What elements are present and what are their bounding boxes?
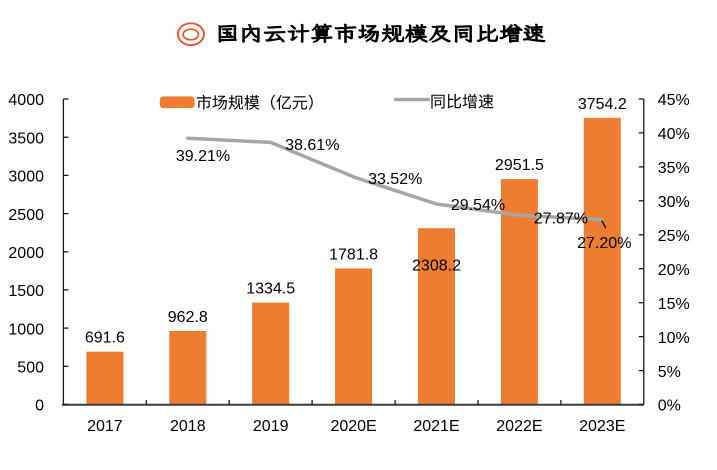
svg-text:1500: 1500 <box>8 283 44 300</box>
svg-text:29.54%: 29.54% <box>451 197 505 214</box>
svg-text:2020E: 2020E <box>330 418 376 435</box>
svg-text:15%: 15% <box>658 296 690 313</box>
svg-text:3500: 3500 <box>8 130 44 147</box>
svg-text:2308.2: 2308.2 <box>412 258 461 275</box>
svg-text:0: 0 <box>35 398 44 415</box>
svg-text:39.21%: 39.21% <box>176 148 230 165</box>
svg-text:2019: 2019 <box>253 418 289 435</box>
svg-text:2500: 2500 <box>8 207 44 224</box>
svg-text:0%: 0% <box>658 398 681 415</box>
svg-text:1334.5: 1334.5 <box>246 281 295 298</box>
svg-text:691.6: 691.6 <box>85 330 125 347</box>
svg-text:4000: 4000 <box>8 92 44 109</box>
svg-text:3754.2: 3754.2 <box>578 96 627 113</box>
svg-text:27.87%: 27.87% <box>534 211 588 228</box>
svg-text:45%: 45% <box>658 92 690 109</box>
svg-text:27.20%: 27.20% <box>577 235 631 252</box>
svg-text:35%: 35% <box>658 160 690 177</box>
svg-text:500: 500 <box>17 360 44 377</box>
svg-text:962.8: 962.8 <box>168 309 208 326</box>
svg-text:2000: 2000 <box>8 245 44 262</box>
svg-text:25%: 25% <box>658 228 690 245</box>
svg-text:20%: 20% <box>658 262 690 279</box>
svg-text:38.61%: 38.61% <box>285 137 339 154</box>
svg-text:1000: 1000 <box>8 321 44 338</box>
svg-text:2021E: 2021E <box>413 418 459 435</box>
svg-text:2018: 2018 <box>170 418 206 435</box>
svg-text:2951.5: 2951.5 <box>495 157 544 174</box>
svg-text:2023E: 2023E <box>579 418 625 435</box>
svg-text:1781.8: 1781.8 <box>329 246 378 263</box>
svg-text:5%: 5% <box>658 364 681 381</box>
svg-text:10%: 10% <box>658 330 690 347</box>
svg-text:2017: 2017 <box>87 418 123 435</box>
svg-text:3000: 3000 <box>8 169 44 186</box>
svg-text:33.52%: 33.52% <box>368 171 422 188</box>
svg-text:40%: 40% <box>658 126 690 143</box>
svg-text:30%: 30% <box>658 194 690 211</box>
svg-text:2022E: 2022E <box>496 418 542 435</box>
